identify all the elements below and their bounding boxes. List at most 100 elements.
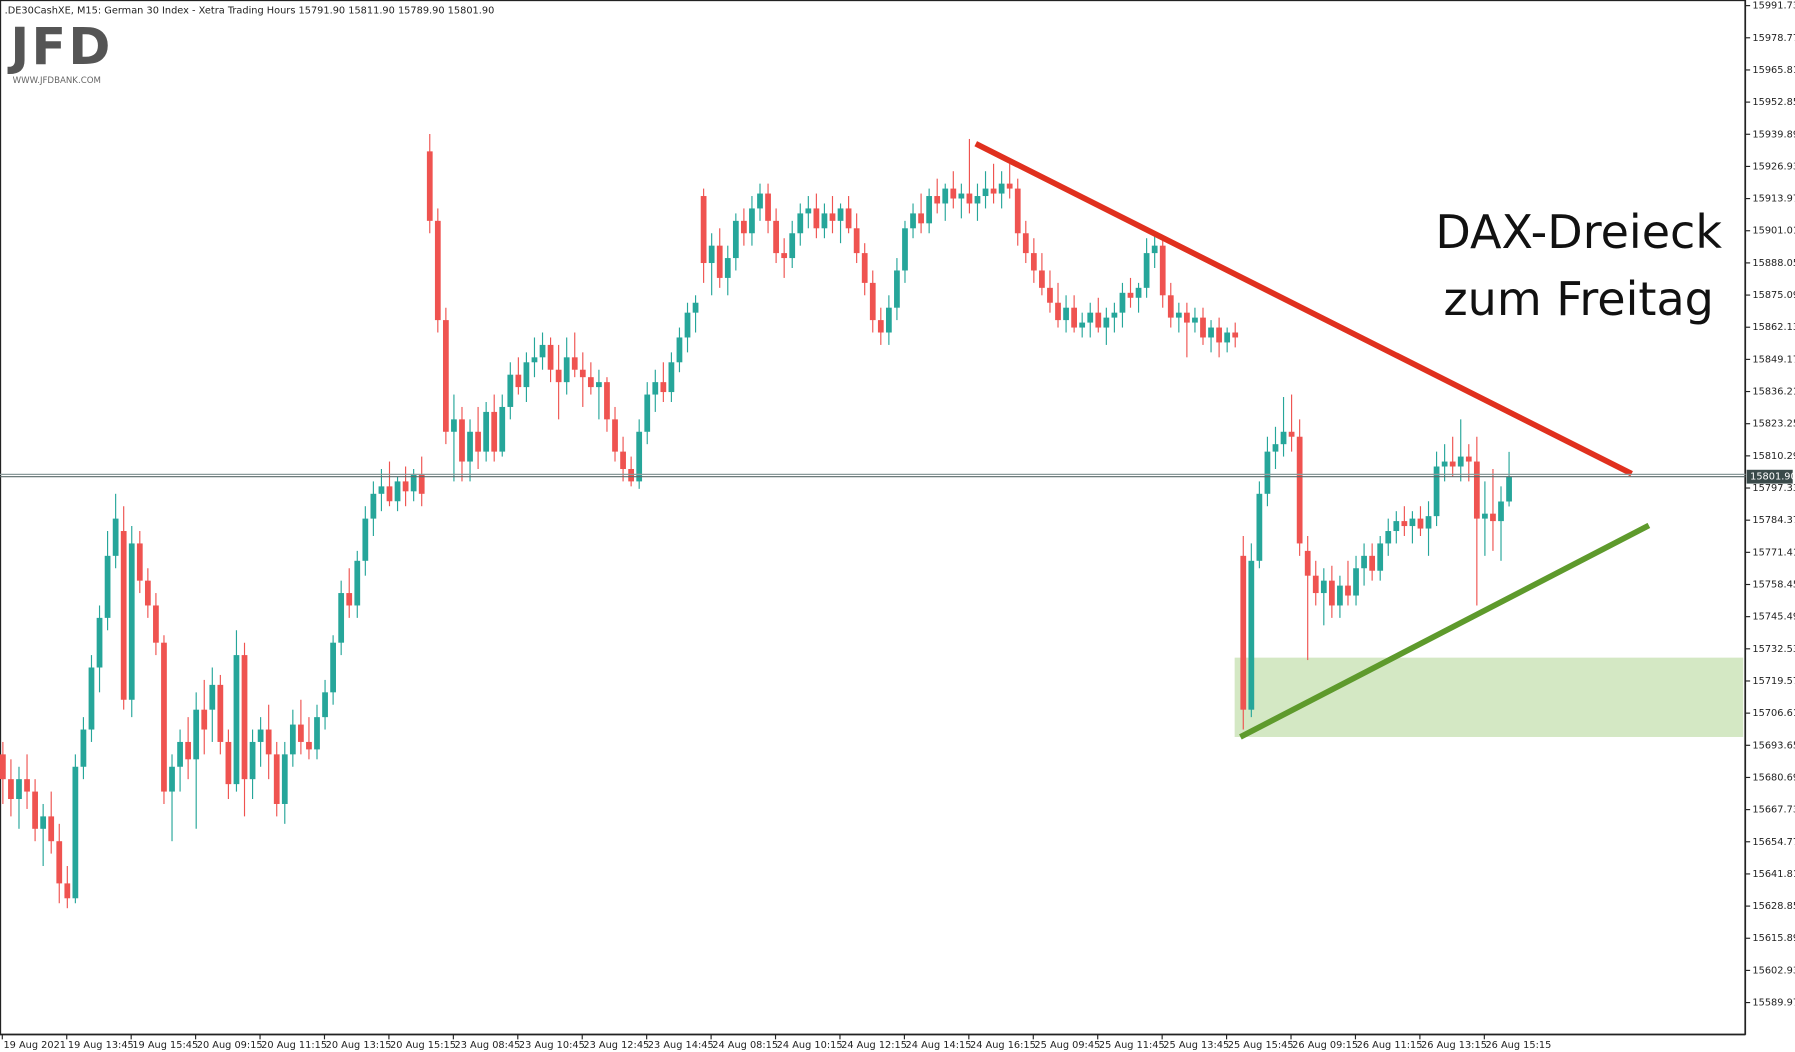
candle-body: [185, 741, 192, 760]
candle-body: [1498, 501, 1504, 522]
candle-body: [660, 382, 667, 393]
x-tick-label: 20 Aug 11:15: [261, 1040, 327, 1051]
candle-body: [547, 344, 554, 370]
y-tick-label: 15875.09: [1752, 290, 1795, 301]
candle-body: [1095, 312, 1102, 328]
candle-body: [418, 473, 425, 494]
x-tick-label: 20 Aug 13:15: [326, 1040, 392, 1051]
x-tick-label: 20 Aug 15:15: [390, 1040, 456, 1051]
y-tick-label: 15862.13: [1752, 322, 1795, 333]
candle-body: [48, 816, 55, 842]
candle-body: [765, 193, 771, 221]
candle-body: [1256, 493, 1263, 561]
candle-body: [652, 382, 659, 395]
candle-body: [1490, 513, 1496, 522]
y-tick-label: 15888.05: [1752, 258, 1795, 269]
x-tick-label: 24 Aug 10:15: [777, 1040, 843, 1051]
candle-body: [32, 791, 38, 829]
candle-body: [1022, 233, 1029, 254]
candle-body: [990, 188, 997, 194]
candle-body: [531, 357, 538, 363]
candle-body: [926, 196, 933, 224]
candle-body: [491, 411, 498, 452]
candle-body: [1006, 183, 1013, 189]
candle-body: [950, 188, 957, 199]
candle-body: [1401, 521, 1408, 527]
y-tick-label: 15628.85: [1752, 901, 1795, 912]
resistance-trendline: [974, 141, 1633, 477]
candle-body: [1200, 317, 1206, 338]
y-tick-label: 15823.25: [1752, 419, 1795, 430]
candle-body: [1288, 431, 1295, 437]
candle-body: [1192, 317, 1198, 323]
chart-header: .DE30CashXE, M15: German 30 Index - Xetr…: [5, 5, 495, 16]
candle-body: [499, 406, 506, 452]
candle-body: [298, 724, 304, 742]
candle-body: [72, 766, 79, 899]
candle-body: [96, 617, 103, 668]
y-tick-label: 15978.77: [1752, 33, 1795, 44]
candle-body: [330, 642, 336, 693]
candle-body: [120, 531, 127, 700]
plot-border: [0, 0, 1746, 1035]
candle-body: [1296, 436, 1303, 544]
candle-body: [209, 684, 216, 710]
candle-body: [0, 754, 6, 780]
candle-body: [571, 357, 578, 370]
candle-body: [233, 655, 240, 785]
support-trendline: [1239, 522, 1651, 740]
candle-body: [579, 369, 586, 378]
candle-body: [805, 208, 812, 214]
last-price-label: 15801.90: [1750, 472, 1795, 483]
y-tick-label: 15784.37: [1752, 515, 1795, 526]
candle-body: [966, 193, 973, 204]
y-tick-label: 15991.73: [1752, 1, 1795, 12]
candle-body: [1377, 543, 1384, 571]
candle-body: [128, 543, 135, 700]
candle-body: [1151, 245, 1158, 254]
candle-body: [225, 741, 232, 785]
x-tick-label: 24 Aug 08:15: [712, 1040, 778, 1051]
candle-body: [1482, 513, 1488, 519]
candle-body: [1167, 295, 1174, 318]
x-tick-label: 26 Aug 11:15: [1357, 1040, 1423, 1051]
candle-body: [322, 692, 328, 718]
candle-body: [1159, 245, 1166, 296]
y-tick-label: 15849.17: [1752, 354, 1795, 365]
candle-body: [1184, 312, 1190, 323]
candle-body: [394, 481, 401, 502]
candle-body: [1127, 292, 1134, 298]
x-tick-label: 19 Aug 15:45: [132, 1040, 198, 1051]
candle-body: [845, 208, 852, 229]
candle-body: [596, 382, 602, 388]
x-tick-label: 25 Aug 15:45: [1228, 1040, 1294, 1051]
candle-body: [918, 213, 924, 224]
candle-body: [1240, 555, 1247, 710]
candle-body: [475, 431, 481, 452]
candle-body: [1409, 518, 1416, 527]
candle-body: [1393, 521, 1400, 532]
candle-body: [700, 196, 707, 264]
candle-body: [442, 320, 449, 432]
candle-body: [821, 213, 828, 229]
y-tick-label: 15836.21: [1752, 387, 1795, 398]
candle-body: [56, 841, 63, 884]
candle-body: [80, 729, 87, 767]
candle-body: [1039, 270, 1045, 288]
candle-body: [1425, 516, 1432, 529]
candle-body: [426, 151, 433, 221]
candle-body: [934, 196, 941, 204]
candle-body: [797, 213, 804, 234]
x-tick-label: 20 Aug 09:15: [197, 1040, 263, 1051]
candle-body: [636, 431, 643, 482]
candle-body: [781, 253, 788, 259]
candle-body: [1103, 317, 1110, 328]
y-tick-label: 15732.53: [1752, 644, 1795, 655]
x-tick-label: 26 Aug 13:15: [1421, 1040, 1487, 1051]
candle-body: [1216, 327, 1222, 343]
candle-body: [1353, 568, 1359, 596]
axes: [0, 0, 1747, 1036]
candle-body: [104, 555, 111, 618]
candle-body: [837, 208, 844, 221]
candle-body: [217, 684, 224, 742]
